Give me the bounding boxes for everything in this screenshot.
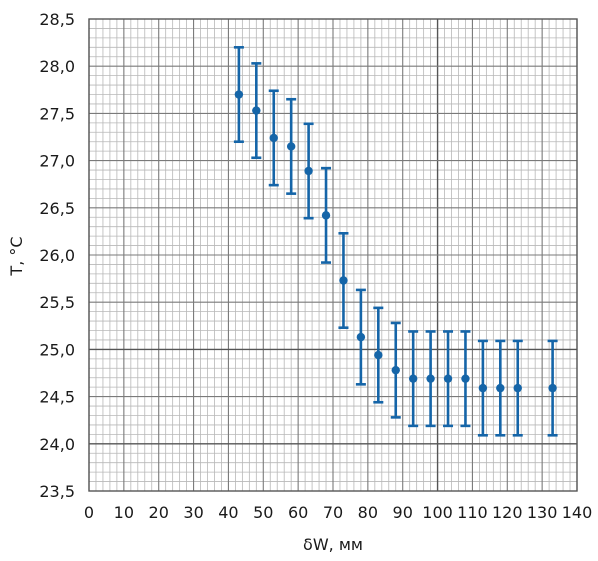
data-point [233, 46, 244, 144]
grid [88, 18, 578, 492]
y-tick-label: 27,5 [39, 104, 75, 123]
y-tick-label: 24,0 [39, 435, 75, 454]
x-tick-label: 80 [358, 503, 378, 522]
data-marker [426, 374, 435, 383]
data-marker [478, 383, 488, 393]
y-tick-label: 25,0 [39, 340, 75, 359]
x-tick-label: 40 [218, 503, 238, 522]
data-marker [286, 142, 296, 151]
data-point [355, 288, 366, 386]
y-tick-label: 26,5 [39, 199, 75, 218]
data-marker [269, 133, 278, 143]
x-tick-label: 140 [562, 503, 593, 522]
data-point [373, 306, 384, 404]
data-point [425, 330, 436, 428]
data-point [268, 89, 279, 187]
x-tick-label: 70 [323, 503, 343, 522]
data-point [460, 330, 471, 428]
data-marker [374, 350, 383, 360]
data-point [251, 62, 262, 160]
data-point [338, 231, 349, 329]
data-point [303, 122, 314, 220]
data-point [408, 330, 419, 428]
data-marker [234, 90, 244, 99]
x-tick-label: 0 [84, 503, 94, 522]
data-marker [461, 374, 470, 383]
data-marker [356, 332, 366, 342]
x-tick-label: 120 [492, 503, 523, 522]
data-marker [339, 276, 348, 285]
data-point [321, 166, 332, 264]
y-tick-label: 23,5 [39, 482, 75, 501]
x-tick-label: 30 [183, 503, 203, 522]
data-point [547, 339, 558, 437]
y-tick-labels: 23,5 24,0 24,5 25,0 25,5 26,0 26,5 27,0 27,5 28,0… [39, 10, 75, 501]
data-marker [304, 166, 313, 176]
x-tick-label: 90 [393, 503, 413, 522]
y-tick-label: 26,0 [39, 246, 75, 265]
x-tick-label: 130 [527, 503, 558, 522]
x-tick-label: 20 [149, 503, 169, 522]
data-marker [496, 383, 505, 393]
data-point [477, 339, 488, 437]
data-point [390, 321, 401, 419]
data-point [286, 97, 297, 195]
x-tick-label: 10 [114, 503, 134, 522]
data-marker [513, 383, 522, 393]
x-tick-label: 50 [253, 503, 273, 522]
y-tick-label: 28,0 [39, 57, 75, 76]
x-tick-label: 60 [288, 503, 308, 522]
x-tick-labels: 0 10 20 30 40 50 60 70 80 90 100 110 120 130 140 [84, 503, 592, 522]
data-marker [443, 374, 453, 383]
data-marker [321, 211, 331, 220]
data-marker [391, 365, 400, 375]
x-axis-title: δW, мм [303, 535, 363, 554]
y-tick-label: 27,0 [39, 152, 75, 171]
plot-frame [88, 18, 578, 492]
data-point [495, 339, 506, 437]
y-tick-label: 28,5 [39, 10, 75, 29]
x-tick-label: 100 [422, 503, 453, 522]
data-point [443, 330, 454, 428]
y-tick-label: 24,5 [39, 388, 75, 407]
x-tick-label: 110 [457, 503, 488, 522]
data-marker [252, 106, 261, 115]
y-axis-title: T, °C [7, 236, 26, 276]
y-tick-label: 25,5 [39, 293, 75, 312]
data-point [512, 339, 523, 437]
data-points [233, 46, 558, 437]
data-marker [548, 383, 557, 393]
data-marker [408, 374, 418, 383]
